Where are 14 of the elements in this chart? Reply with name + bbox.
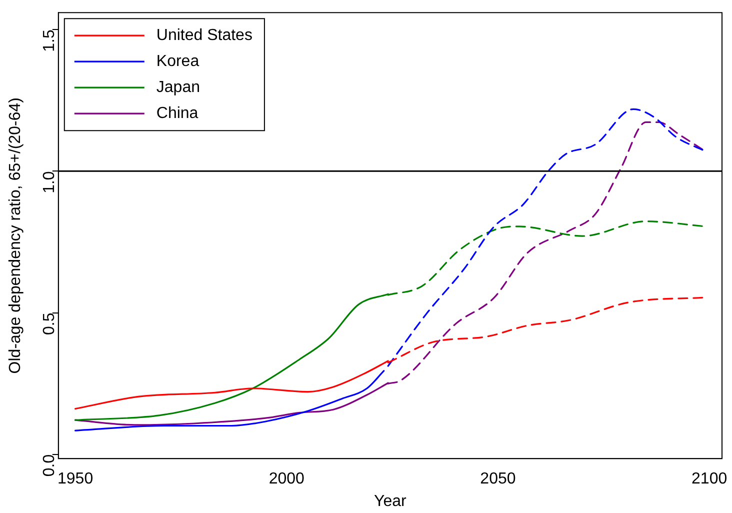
x-tick-label: 2000 [268,470,305,488]
x-axis-title: Year [374,492,408,510]
y-tick-label: 1.0 [40,171,58,194]
y-tick-label: 0.0 [40,454,58,477]
legend-label: Korea [156,53,200,70]
y-tick-label: 0.5 [40,312,58,336]
y-tick-label: 1.5 [40,29,58,52]
legend-label: China [156,105,198,122]
y-axis-title: Old-age dependency ratio, 65+/(20-64) [7,98,24,374]
legend-label: Japan [156,79,200,96]
x-tick-label: 2100 [692,470,728,488]
legend-label: United States [156,27,252,44]
x-tick-label: 2050 [480,470,516,488]
x-tick-label: 1950 [58,470,94,488]
